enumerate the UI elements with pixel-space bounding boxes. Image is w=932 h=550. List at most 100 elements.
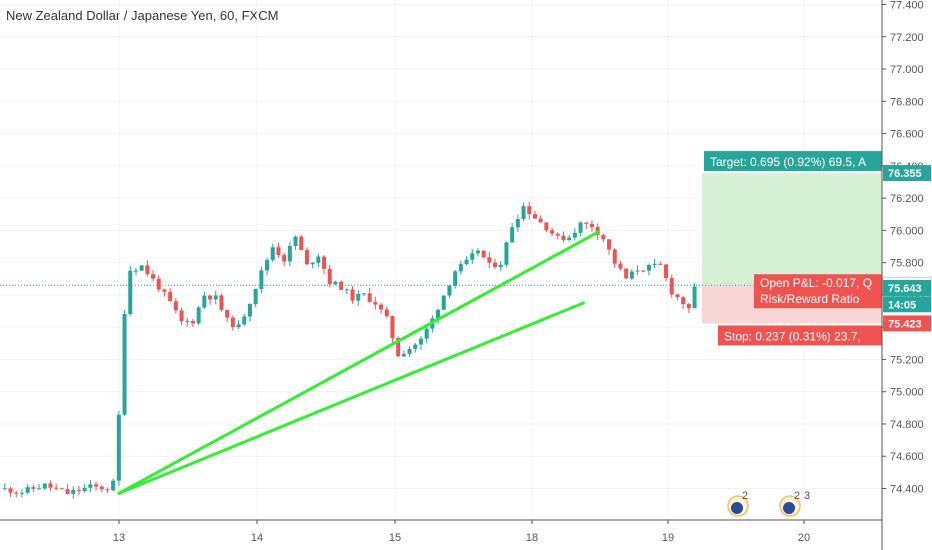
- price-badge-bg: [883, 279, 931, 296]
- event-marker[interactable]: 2: [727, 490, 749, 517]
- candle-body: [390, 316, 395, 339]
- rr-label-bg: [754, 291, 882, 309]
- candle-body: [424, 328, 429, 339]
- candle-body: [681, 297, 686, 305]
- trendline: [117, 230, 600, 495]
- candle-body: [532, 214, 537, 219]
- candle-body: [327, 268, 332, 285]
- price-badge-bg: [883, 165, 931, 182]
- candle-body: [310, 262, 315, 265]
- candle-body: [555, 233, 560, 236]
- candle-body: [25, 487, 30, 493]
- candle-body: [111, 480, 116, 491]
- candle-body: [65, 489, 70, 494]
- candle-body: [162, 289, 167, 292]
- price-badge-bg: [883, 296, 931, 313]
- candle-body: [247, 304, 252, 317]
- candle-body: [578, 222, 583, 233]
- y-tick-label: 76.800: [890, 96, 924, 108]
- candle-body: [270, 247, 275, 261]
- event-count: 3: [804, 490, 810, 502]
- candle-body: [481, 250, 486, 258]
- candle-body: [99, 486, 104, 490]
- candle-body: [612, 249, 617, 264]
- candle-body: [475, 250, 480, 254]
- x-axis: 13 14 15 18 19 20: [113, 520, 810, 544]
- candle-body: [225, 309, 230, 318]
- candle-body: [436, 309, 441, 319]
- x-tick-label: 20: [798, 532, 810, 544]
- trendline: [117, 301, 585, 495]
- candle-body: [151, 274, 156, 279]
- candle-body: [561, 235, 566, 241]
- candle-body: [669, 278, 674, 295]
- candle-body: [652, 263, 657, 266]
- candle-body: [259, 270, 264, 289]
- candle-body: [515, 219, 520, 228]
- candle-body: [59, 488, 64, 490]
- price-badge-text: 75.643: [888, 283, 922, 295]
- y-tick-label: 76.200: [890, 193, 924, 205]
- candle-body: [607, 239, 612, 250]
- candle-body: [629, 271, 634, 279]
- pnl-label-text: Open P&L: -0.017, Q: [760, 276, 872, 290]
- candle-body: [538, 218, 543, 223]
- candle-body: [88, 484, 93, 488]
- candle-body: [658, 263, 663, 265]
- x-tick-label: 14: [251, 532, 263, 544]
- pnl-label: Open P&L: -0.017, Q: [754, 274, 882, 293]
- candle-body: [253, 288, 258, 305]
- chart-title: New Zealand Dollar / Japanese Yen, 60, F…: [6, 8, 279, 23]
- candle-body: [544, 222, 549, 231]
- y-tick-label: 75.000: [890, 387, 924, 399]
- candle-body: [356, 293, 361, 301]
- y-tick-label: 75.200: [890, 354, 924, 366]
- candle-body: [550, 230, 555, 234]
- candle-body: [493, 262, 498, 268]
- candle-body: [487, 257, 492, 263]
- candle-body: [527, 206, 532, 215]
- candle-body: [510, 227, 515, 243]
- candle-body: [396, 338, 401, 357]
- y-tick-label: 77.000: [890, 64, 924, 76]
- candle-body: [54, 487, 59, 489]
- x-tick-label: 13: [113, 532, 125, 544]
- candle-body: [344, 289, 349, 291]
- candle-body: [168, 291, 173, 302]
- pnl-label-bg: [754, 274, 882, 293]
- price-badge-text: 75.423: [888, 318, 922, 330]
- candle-body: [401, 353, 406, 357]
- candle-body: [601, 234, 606, 240]
- candle-body: [173, 301, 178, 311]
- candle-body: [196, 307, 201, 324]
- stop-label-text: Stop: 0.237 (0.31%) 23.7,: [724, 329, 861, 343]
- candle-body: [635, 270, 640, 272]
- candle-body: [37, 488, 42, 490]
- candle-body: [276, 247, 281, 256]
- candle-body: [498, 264, 503, 268]
- candle-body: [453, 271, 458, 286]
- candle-body: [322, 256, 327, 269]
- candle-body: [646, 265, 651, 271]
- price-badge-text: 76.355: [888, 168, 922, 180]
- flag-icon: [731, 502, 743, 514]
- y-tick-label: 74.800: [890, 419, 924, 431]
- y-tick-label: 75.800: [890, 258, 924, 270]
- candle-body: [145, 265, 150, 275]
- candle-body: [71, 489, 76, 494]
- target-label-text: Target: 0.695 (0.92%) 69.5, A: [710, 155, 866, 169]
- candle-body: [94, 484, 99, 487]
- candle-body: [458, 264, 463, 272]
- candle-body: [441, 295, 446, 310]
- candle-body: [293, 236, 298, 246]
- candle-body: [686, 304, 691, 309]
- candle-body: [42, 483, 47, 489]
- price-badge: 14:05: [883, 296, 931, 313]
- candle-body: [179, 310, 184, 322]
- stop-label: Stop: 0.237 (0.31%) 23.7,: [718, 325, 882, 346]
- candle-body: [624, 268, 629, 279]
- target-label: Target: 0.695 (0.92%) 69.5, A: [704, 151, 882, 172]
